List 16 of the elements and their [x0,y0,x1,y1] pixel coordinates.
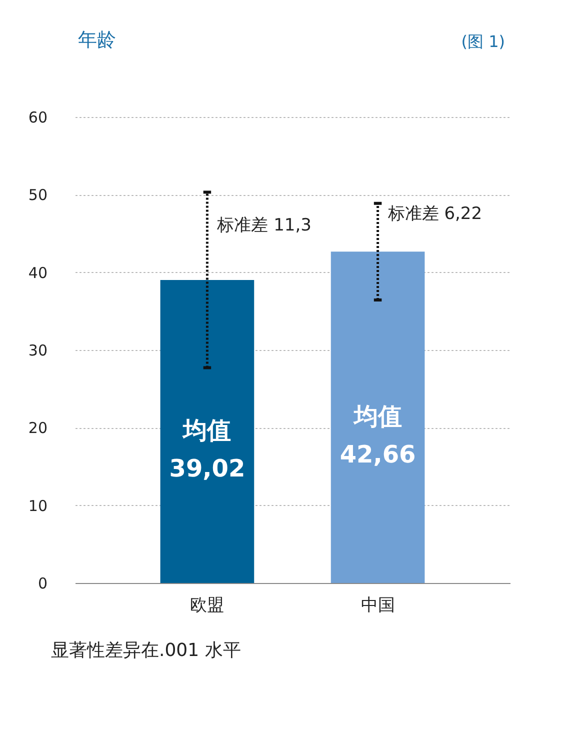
y-tick-label: 40 [28,264,48,282]
data-label: 均值 39,02 [169,416,246,482]
annotation: 标准差 6,22 [386,204,482,224]
annotation: 标准差 11,3 [216,216,312,236]
text: 显著性差异在.001 水平 [51,640,241,661]
y-tick-label: 50 [28,186,48,204]
y-tick-label: 20 [28,419,48,438]
y-tick-label: 60 [28,108,48,126]
data-label: 均值 42,66 [340,402,416,468]
y-tick-label: 30 [28,342,48,360]
x-tick-label: 欧盟 [190,596,224,616]
text: (图 1) [461,32,505,51]
y-tick-label: 0 [38,574,48,592]
chart-title: 年龄 [78,29,116,51]
x-tick-label: 中国 [360,596,395,616]
y-tick-label: 10 [28,496,48,515]
